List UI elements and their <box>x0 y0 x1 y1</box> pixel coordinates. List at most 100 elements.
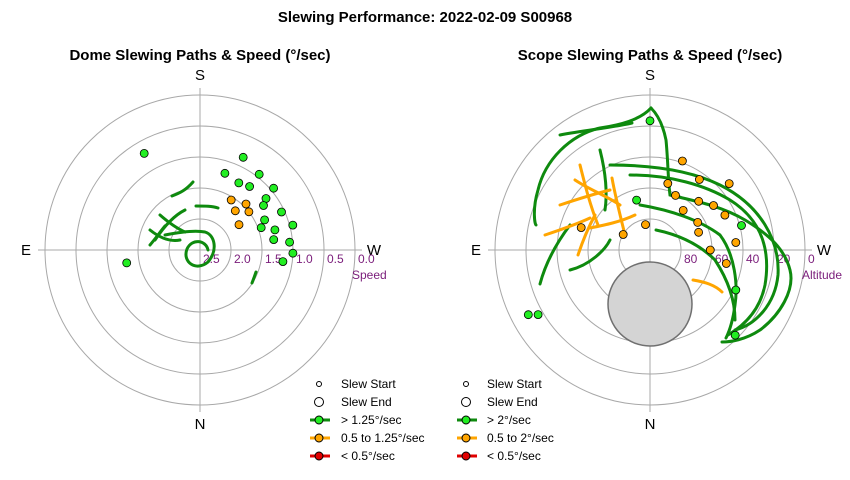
scope-data-point <box>694 196 704 206</box>
dome-data-point <box>220 168 230 178</box>
dome-radial-ticks: 2.5 2.0 1.5 1.0 0.5 0.0 <box>203 252 375 266</box>
scope-compass-bottom: N <box>645 416 656 433</box>
dome-legend: Slew Start Slew End > 1.25°/sec 0.5 to 1… <box>310 377 425 463</box>
scope-path-2 <box>649 106 793 344</box>
dome-legend-orange-marker <box>314 433 324 443</box>
scope-data-point <box>720 210 730 220</box>
scope-data-point <box>731 238 741 247</box>
scope-path-14 <box>610 176 627 237</box>
scope-grid <box>488 88 812 412</box>
scope-path-13 <box>578 163 600 227</box>
scope-legend-start-marker <box>463 381 469 387</box>
scope-data-point <box>632 195 641 205</box>
dome-compass-right: W <box>367 242 382 259</box>
scope-subtitle: Scope Slewing Paths & Speed (°/sec) <box>518 47 782 64</box>
dome-path-4 <box>158 213 187 234</box>
scope-compass-top: S <box>645 67 655 84</box>
scope-data-point <box>641 220 650 230</box>
scope-legend-start-label: Slew Start <box>487 377 542 391</box>
dome-legend-end-label: Slew End <box>341 395 392 409</box>
scope-legend-red-marker <box>461 451 471 461</box>
scope-data-point <box>576 223 586 233</box>
dome-data-point <box>269 183 279 193</box>
dome-legend-green-label: > 1.25°/sec <box>341 413 402 427</box>
dome-tick-label: 1.0 <box>296 252 313 266</box>
chart-title: Slewing Performance: 2022-02-09 S00968 <box>277 9 573 26</box>
dome-data-point <box>226 195 236 205</box>
scope-data-point <box>695 175 704 184</box>
dome-data-point <box>122 258 132 268</box>
dome-compass-top: S <box>195 67 205 84</box>
dome-legend-start-marker <box>316 381 322 387</box>
scope-exclusion-zone <box>607 261 693 347</box>
scope-legend-orange-label: 0.5 to 2°/sec <box>487 431 554 445</box>
dome-data-points <box>122 148 298 268</box>
dome-data-point <box>260 215 270 225</box>
dome-data-point <box>244 207 254 217</box>
dome-data-point <box>278 257 288 267</box>
dome-path-7 <box>148 224 167 247</box>
scope-data-points <box>523 116 746 340</box>
scope-data-point <box>693 217 703 227</box>
dome-legend-orange-label: 0.5 to 1.25°/sec <box>341 431 425 445</box>
dome-path-8 <box>250 270 258 285</box>
scope-path-1 <box>532 106 653 227</box>
scope-data-point <box>618 230 628 239</box>
scope-data-point <box>724 179 734 189</box>
dome-legend-red-marker <box>314 451 324 461</box>
dome-legend-red-label: < 0.5°/sec <box>341 449 395 463</box>
scope-data-point <box>731 285 741 295</box>
scope-path-3 <box>608 163 780 332</box>
dome-slew-paths <box>148 180 258 285</box>
scope-data-point <box>645 116 655 126</box>
scope-data-point <box>709 201 718 210</box>
scope-path-16 <box>543 216 592 237</box>
dome-data-point <box>245 182 255 191</box>
scope-data-point <box>678 205 688 215</box>
dome-tick-label: 1.5 <box>265 252 282 266</box>
scope-path-6 <box>654 228 737 322</box>
scope-legend-green-label: > 2°/sec <box>487 413 531 427</box>
dome-data-point <box>254 169 264 179</box>
dome-data-point <box>270 225 280 235</box>
dome-data-point <box>285 237 295 247</box>
scope-path-12 <box>558 188 612 207</box>
scope-data-point <box>737 221 746 230</box>
dome-data-point <box>269 235 279 245</box>
dome-data-point <box>259 201 268 210</box>
dome-path-6 <box>170 180 195 198</box>
scope-tick-label: 80 <box>684 252 698 266</box>
scope-data-point <box>523 310 533 320</box>
scope-path-4 <box>628 173 769 337</box>
dome-data-point <box>288 220 298 230</box>
dome-data-point <box>241 199 251 209</box>
scope-data-point <box>721 259 731 268</box>
scope-radial-ticks: 80 60 40 20 0 <box>684 252 815 266</box>
scope-legend-end-label: Slew End <box>487 395 538 409</box>
dome-grid <box>38 88 362 412</box>
dome-data-point <box>230 206 240 216</box>
scope-path-8 <box>538 223 572 286</box>
scope-path-10 <box>598 148 608 212</box>
dome-data-point <box>234 178 244 188</box>
scope-data-point <box>678 156 687 166</box>
dome-subtitle: Dome Slewing Paths & Speed (°/sec) <box>69 47 330 64</box>
scope-tick-label: 0 <box>808 252 815 266</box>
scope-slew-paths <box>532 106 793 344</box>
scope-path-17 <box>691 278 724 294</box>
scope-data-point <box>694 227 703 237</box>
dome-path-5 <box>194 204 220 210</box>
scope-compass-right: W <box>817 242 832 259</box>
scope-data-point <box>730 330 740 340</box>
dome-axis-label: Speed <box>352 268 387 282</box>
scope-data-point <box>663 179 673 188</box>
dome-data-point <box>277 207 286 217</box>
dome-path-2 <box>163 229 216 268</box>
scope-path-9 <box>568 238 612 272</box>
dome-compass-left: E <box>21 242 31 259</box>
dome-data-point <box>256 223 266 233</box>
dome-tick-label: 0.5 <box>327 252 344 266</box>
dome-legend-green-marker <box>314 415 324 425</box>
dome-tick-label: 0.0 <box>358 252 375 266</box>
